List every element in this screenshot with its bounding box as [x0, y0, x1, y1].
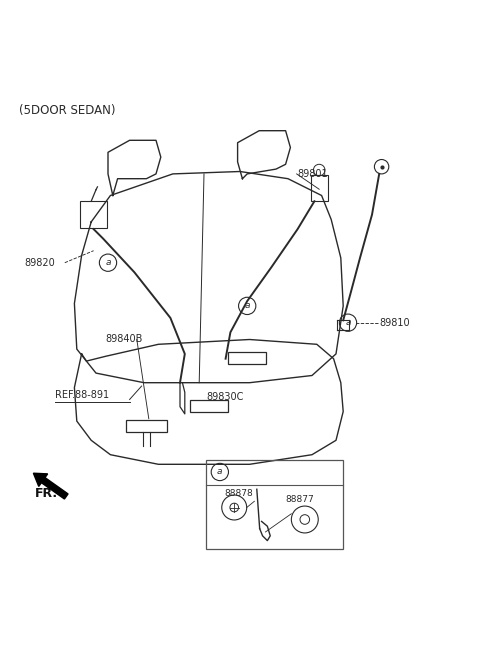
Text: a: a [105, 258, 111, 267]
Text: FR.: FR. [35, 487, 58, 500]
Bar [190, 400, 228, 413]
Bar [206, 460, 343, 550]
Text: 89810: 89810 [379, 318, 410, 328]
Bar [80, 201, 107, 228]
Text: 88878: 88878 [225, 489, 253, 498]
Bar [126, 420, 167, 432]
Text: a: a [345, 318, 351, 328]
FancyArrow shape [34, 473, 68, 499]
Text: 89820: 89820 [24, 257, 55, 268]
Bar [228, 352, 266, 364]
Text: 89801: 89801 [298, 169, 328, 179]
Text: (5DOOR SEDAN): (5DOOR SEDAN) [19, 104, 116, 117]
Text: 88877: 88877 [286, 495, 314, 504]
Text: 89840B: 89840B [106, 335, 143, 345]
Text: a: a [217, 468, 223, 476]
Text: REF.88-891: REF.88-891 [55, 390, 109, 400]
Text: 89830C: 89830C [206, 392, 244, 402]
Bar [311, 175, 328, 201]
Text: a: a [244, 301, 250, 310]
